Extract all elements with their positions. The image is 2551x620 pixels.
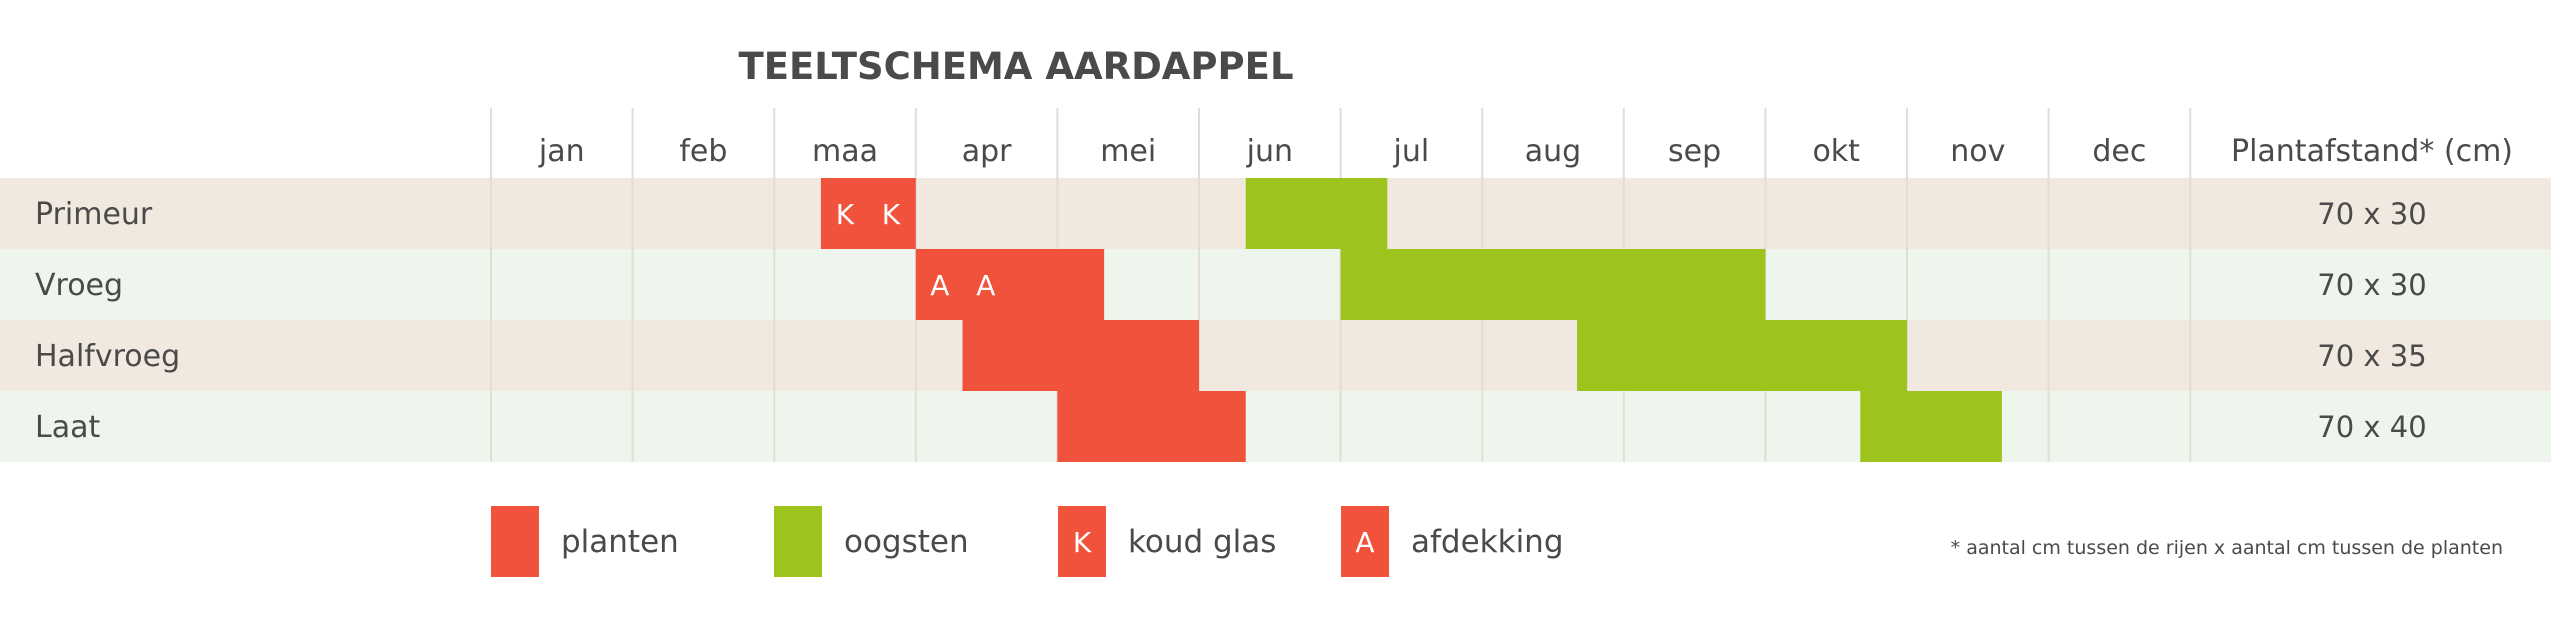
legend-swatch (1058, 506, 1106, 577)
chart-title: TEELTSCHEMA AARDAPPEL (738, 45, 1293, 88)
legend-label: oogsten (844, 524, 969, 560)
legend-letter: K (1073, 526, 1092, 559)
row-labels: Primeur Vroeg Halfvroeg Laat (35, 197, 180, 445)
spacing-value: 70 x 30 (2317, 197, 2426, 231)
planten-bar (1057, 391, 1246, 462)
planten-bar (820, 178, 916, 249)
bar-mark: K (882, 198, 901, 231)
spacing-value: 70 x 40 (2317, 410, 2426, 444)
month-label: jan (538, 134, 585, 169)
legend-swatch (774, 506, 822, 577)
planten-bar (962, 320, 1199, 391)
oogsten-bar (1245, 178, 1388, 249)
month-label: mei (1100, 134, 1156, 169)
spacing-header: Plantafstand* (cm) (2231, 134, 2513, 169)
legend-label: koud glas (1128, 524, 1276, 560)
legend-swatch (491, 506, 539, 577)
legend-label: afdekking (1411, 524, 1564, 560)
legend-swatch (1341, 506, 1389, 577)
month-label: jun (1246, 134, 1293, 169)
row-background (0, 249, 2551, 320)
spacing-values: 70 x 30 70 x 30 70 x 35 70 x 40 (2317, 197, 2426, 444)
month-label: sep (1668, 134, 1721, 169)
month-label: feb (679, 134, 727, 169)
month-label: maa (812, 134, 878, 169)
row-background (0, 320, 2551, 391)
legend-item: planten (491, 506, 679, 577)
oogsten-bar (1577, 320, 1907, 391)
oogsten-bar (1340, 249, 1766, 320)
row-label: Halfvroeg (35, 339, 180, 374)
month-label: aug (1525, 134, 1581, 169)
month-label: jul (1393, 134, 1430, 169)
month-label: apr (962, 134, 1012, 169)
legend-letter: A (1355, 526, 1374, 559)
schedule-bars: K K A A (820, 178, 2002, 462)
row-label: Vroeg (35, 268, 123, 303)
month-label: dec (2092, 134, 2146, 169)
row-label: Laat (35, 410, 100, 445)
spacing-value: 70 x 30 (2317, 268, 2426, 302)
spacing-value: 70 x 35 (2317, 339, 2426, 373)
bar-mark: K (836, 198, 855, 231)
row-label: Primeur (35, 197, 153, 232)
month-label: nov (1950, 134, 2005, 169)
row-background (0, 391, 2551, 462)
oogsten-bar (1860, 391, 2002, 462)
legend-item: oogsten (774, 506, 969, 577)
planten-bar (915, 249, 1105, 320)
month-label: okt (1812, 134, 1860, 169)
footnote: * aantal cm tussen de rijen x aantal cm … (1951, 537, 2503, 559)
bar-mark: A (930, 269, 949, 302)
month-headers: jan feb maa apr mei jun jul aug sep okt nov dec (538, 134, 2146, 169)
bar-mark: A (976, 269, 995, 302)
legend-label: planten (561, 524, 679, 560)
